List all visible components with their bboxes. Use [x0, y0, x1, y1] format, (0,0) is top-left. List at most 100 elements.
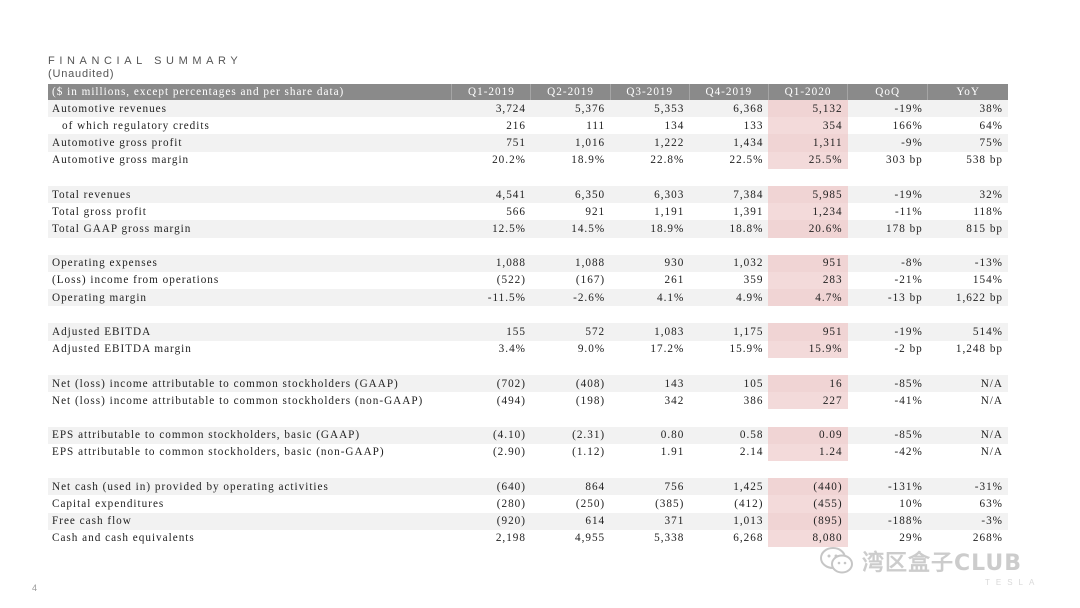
table-row: Operating margin -11.5% -2.6% 4.1% 4.9% 4.7% -…	[48, 289, 1008, 307]
table-cell: 951	[768, 323, 848, 341]
table-cell: 4.1%	[610, 289, 690, 307]
row-label: Net (loss) income attributable to common…	[48, 375, 452, 393]
column-header: Q1-2019	[451, 84, 531, 100]
table-cell: 15.9%	[729, 343, 764, 356]
table-row: EPS attributable to common stockholders,…	[48, 426, 1008, 444]
financial-summary-table: ($ in millions, except percentages and p…	[48, 84, 1008, 547]
table-row: Automotive gross profit 751 1,016 1,222 1,43…	[48, 134, 1008, 152]
table-row: Capital expenditures (280) (250) (385) (412)…	[48, 495, 1008, 513]
table-cell: 3,724	[451, 100, 531, 118]
row-label: Automotive gross profit	[48, 134, 452, 152]
table-cell: -19%	[847, 100, 928, 118]
table-cell: 371	[610, 512, 690, 530]
table-cell: (2.90)	[492, 446, 526, 459]
table-cell: 118%	[973, 205, 1003, 218]
table-row: Total revenues 4,541 6,350 6,303 7,384 5,985-…	[48, 185, 1008, 204]
column-header: Q1-2020	[767, 84, 848, 100]
table-cell: (494)	[496, 394, 526, 407]
table-cell: 4.9%	[689, 289, 769, 307]
table-cell: 17.2%	[650, 343, 685, 356]
row-label: EPS attributable to common stockholders,…	[52, 446, 385, 459]
table-cell: N/A	[980, 446, 1003, 459]
table-cell: 359	[743, 274, 764, 287]
row-label: (Loss) income from operations	[52, 274, 220, 287]
table-cell: 1,175	[689, 323, 769, 341]
table-row: of which regulatory credits 216 111 134 133 3…	[48, 117, 1008, 135]
table-cell: 64%	[979, 119, 1003, 132]
brand-logo-text: TESLA	[985, 578, 1041, 587]
table-cell: 4.7%	[768, 289, 848, 307]
table-cell: 538 bp	[966, 154, 1003, 167]
table-cell: 3.4%	[498, 343, 526, 356]
table-cell: 1,222	[610, 134, 690, 152]
table-cell: 930	[610, 254, 690, 272]
row-label: Automotive gross margin	[52, 154, 190, 167]
table-cell: 921	[585, 205, 606, 218]
row-label: Operating margin	[48, 289, 452, 307]
table-cell: 18.9%	[571, 154, 606, 167]
table-cell: 6,268	[733, 532, 764, 545]
table-cell: 1.24	[768, 443, 848, 461]
column-header: QoQ	[847, 84, 928, 100]
table-cell: 134	[664, 119, 685, 132]
table-cell: 178 bp	[847, 220, 928, 238]
group-spacer	[48, 306, 1008, 324]
table-cell: 1,088	[530, 254, 611, 272]
table-cell: N/A	[980, 394, 1003, 407]
table-cell: N/A	[927, 426, 1008, 444]
table-cell: 756	[610, 478, 690, 496]
table-cell: (1.12)	[572, 446, 606, 459]
table-cell: 9.0%	[577, 343, 606, 356]
table-row: Total GAAP gross margin 12.5% 14.5% 18.9% 18…	[48, 220, 1008, 238]
row-label: of which regulatory credits	[62, 119, 210, 132]
table-cell: 1,191	[654, 205, 685, 218]
row-label: Net (loss) income attributable to common…	[52, 394, 424, 407]
table-cell: -188%	[847, 512, 928, 530]
table-cell: 22.5%	[729, 154, 764, 167]
table-cell: (455)	[768, 495, 848, 513]
table-cell: 2.14	[739, 446, 764, 459]
table-cell: 5,338	[654, 532, 685, 545]
table-cell: (440)	[768, 478, 848, 496]
table-cell: 5,353	[610, 100, 690, 118]
table-cell: 566	[506, 205, 526, 218]
table-cell: 1,434	[689, 134, 769, 152]
table-cell: 354	[768, 117, 848, 135]
table-cell: 29%	[899, 532, 923, 545]
table-row: Cash and cash equivalents 2,198 4,955 5,338…	[48, 529, 1008, 547]
table-row: Automotive revenues 3,724 5,376 5,353 6,368 5…	[48, 100, 1008, 118]
table-cell: 32%	[927, 185, 1008, 204]
table-cell: -85%	[847, 375, 928, 393]
column-header-description: ($ in millions, except percentages and p…	[48, 84, 452, 100]
table-row: Adjusted EBITDA 155 572 1,083 1,175 951 -19% 51…	[48, 323, 1008, 341]
table-cell: -2 bp	[894, 343, 923, 356]
row-label: Capital expenditures	[52, 497, 165, 510]
row-label: Adjusted EBITDA	[48, 323, 452, 341]
table-cell: 4,955	[574, 532, 606, 545]
table-cell: 38%	[927, 100, 1008, 118]
table-cell: (2.31)	[530, 426, 611, 444]
table-cell: (385)	[655, 497, 685, 510]
table-cell: 18.8%	[689, 220, 769, 238]
table-cell: 227	[768, 392, 848, 410]
table-cell: 386	[743, 394, 764, 407]
table-cell: 614	[530, 512, 611, 530]
table-cell: 133	[743, 119, 764, 132]
table-cell: 15.9%	[768, 340, 848, 358]
row-label: Automotive revenues	[48, 100, 452, 118]
table-cell: 12.5%	[451, 220, 531, 238]
table-cell: 63%	[979, 497, 1003, 510]
row-label: Total gross profit	[52, 205, 147, 218]
group-spacer	[48, 460, 1008, 479]
table-cell: 1,311	[768, 134, 848, 152]
table-cell: -13%	[927, 254, 1008, 272]
table-cell: 75%	[927, 134, 1008, 152]
table-cell: 155	[451, 323, 531, 341]
table-cell: -31%	[927, 478, 1008, 496]
table-cell: N/A	[927, 375, 1008, 393]
table-cell: 16	[768, 375, 848, 393]
table-cell: 216	[506, 119, 526, 132]
table-cell: -131%	[847, 478, 928, 496]
table-cell: -19%	[847, 323, 928, 341]
table-cell: (250)	[575, 497, 606, 510]
